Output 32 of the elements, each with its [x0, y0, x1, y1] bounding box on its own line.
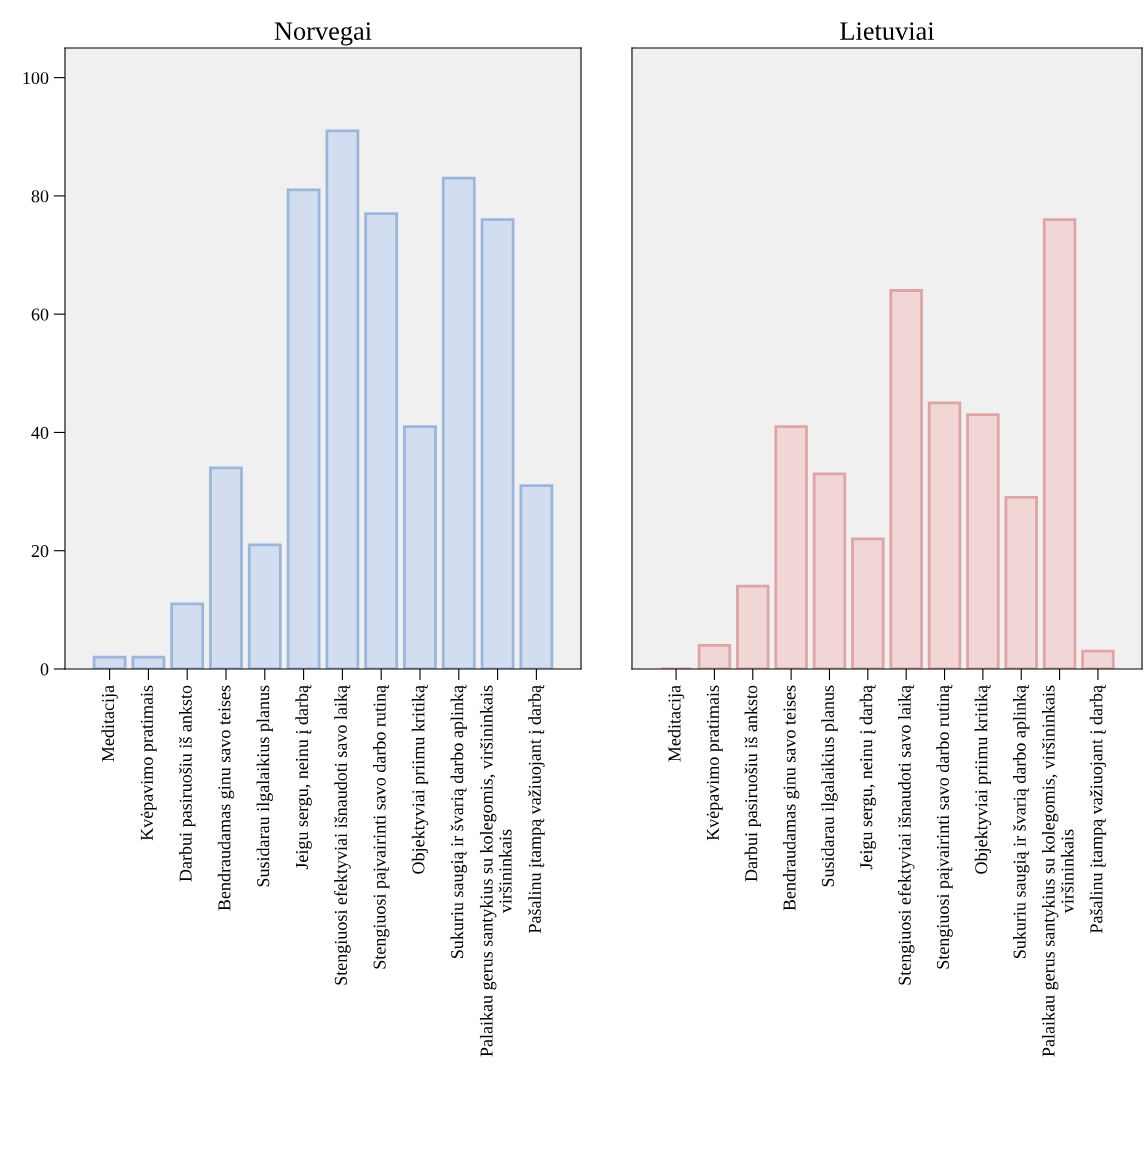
x-tick-label: Stengiuosi efektyviai išnaudoti savo laiką: [897, 684, 915, 985]
x-tick-label: Sukuriu saugią ir švarią darbo aplinką: [1013, 684, 1030, 959]
chart-title: Lietuviai: [840, 22, 935, 40]
x-tick-label: Bendraudamas ginu savo teises: [782, 685, 800, 911]
y-tick-label: 80: [31, 190, 49, 203]
x-tick-label: Jeigu sergu, neinu į darbą: [295, 684, 312, 870]
x-tick-label: Bendraudamas ginu savo teises: [217, 685, 235, 911]
x-tick-label: Stengiuosi paįvairinti savo darbo rutiną: [372, 684, 390, 969]
x-tick-label: Darbui pasiruošiu iš anksto: [178, 685, 196, 882]
x-tick-label: Stengiuosi efektyviai išnaudoti savo laiką: [334, 684, 351, 985]
x-tick-label: Sukuriu saugią ir švarią darbo aplinką: [450, 684, 468, 959]
y-tick-label: 100: [23, 71, 49, 85]
x-tick-label: Kvėpavimo pratimais: [140, 685, 157, 841]
x-tick-label: Palaikau gerus santykius su kolegomis, viršininkais viršininkais: [1041, 685, 1074, 1057]
x-tick-label: Objektyviai priimu kritiką: [974, 684, 992, 874]
x-tick-label: Meditacija: [101, 685, 118, 762]
x-tick-label: Kvėpavimo pratimais: [706, 685, 723, 841]
x-tick-label: Objektyviai priimu kritiką: [411, 684, 429, 874]
x-tick-label: Stengiuosi paįvairinti savo darbo rutiną: [936, 684, 953, 969]
x-tick-label: Susidarau ilgalaikius planus: [256, 685, 273, 887]
x-tick-label: Jeigu sergu, neinu į darbą: [859, 684, 877, 870]
x-tick-label: Pašalinu įtampą važiuojant į darbą: [528, 684, 545, 934]
x-tick-label: Meditacija: [667, 685, 685, 762]
x-tick-label: Pašalinu įtampą važiuojant į darbą: [1089, 684, 1107, 934]
x-tick-label: Susidarau ilgalaikius planus: [821, 685, 838, 887]
y-tick-label: 20: [31, 544, 49, 558]
x-tick-label: Palaikau gerus santykius su kolegomis, viršininkais viršininkais: [479, 685, 512, 1057]
chart-title: Norvegai: [274, 22, 372, 46]
y-tick-label: 0: [40, 663, 49, 676]
y-tick-label: 60: [31, 308, 49, 321]
x-tick-label: Darbui pasiruošiu iš anksto: [744, 685, 761, 882]
y-tick-label: 40: [31, 426, 49, 439]
